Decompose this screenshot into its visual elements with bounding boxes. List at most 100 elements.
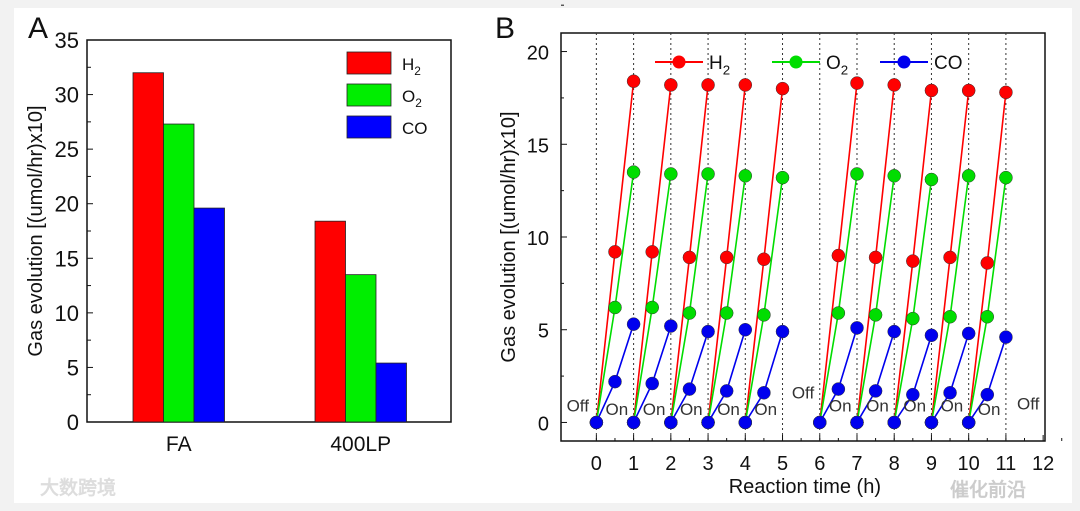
point-CO — [980, 387, 995, 402]
panel-label-b: B — [495, 12, 515, 45]
x-tick-label-b: 7 — [851, 453, 862, 475]
annotation-on: On — [754, 400, 777, 419]
point-O2 — [980, 309, 995, 324]
point-O2 — [608, 300, 622, 315]
annotation-on: On — [978, 400, 1001, 419]
annotation-on: On — [606, 400, 629, 419]
panel-label-a: A — [28, 12, 48, 45]
point-H2 — [980, 256, 995, 270]
legend-marker-O2 — [789, 55, 803, 69]
point-CO — [850, 415, 864, 430]
y-tick-label-a: 0 — [67, 410, 79, 435]
point-CO — [719, 384, 734, 398]
point-O2 — [757, 308, 771, 322]
legend-swatch-CO — [346, 115, 392, 139]
annotation-on: On — [941, 396, 964, 415]
annotation-on: On — [829, 396, 852, 415]
x-tick-label-b: 10 — [958, 453, 980, 475]
annotation-on: On — [717, 400, 740, 419]
x-tick-label-b: 1 — [628, 453, 639, 475]
point-H2 — [757, 252, 771, 267]
point-CO — [850, 321, 864, 335]
point-CO — [664, 415, 678, 430]
point-CO — [943, 386, 957, 400]
x-tick-label-b: 2 — [665, 453, 676, 475]
point-H2 — [626, 74, 641, 88]
point-CO — [961, 326, 976, 341]
y-tick-label-a: 25 — [55, 137, 79, 162]
y-tick-label-a: 35 — [55, 28, 79, 53]
bar-FA-H2 — [132, 72, 164, 423]
point-O2 — [999, 170, 1013, 185]
point-CO — [924, 328, 939, 343]
point-O2 — [645, 300, 659, 315]
x-tick-label-b: 0 — [591, 453, 602, 475]
bar-400LP-CO — [375, 362, 407, 423]
x-tick-label-b: 3 — [702, 453, 713, 475]
x-tick-label-b: 11 — [996, 453, 1017, 475]
y-tick-label-b: 10 — [527, 228, 549, 250]
point-O2 — [906, 311, 920, 326]
point-CO — [589, 415, 604, 430]
point-H2 — [608, 245, 622, 259]
annotation-off: Off — [792, 383, 815, 402]
point-O2 — [682, 306, 697, 320]
point-CO — [626, 415, 641, 430]
point-H2 — [664, 78, 678, 92]
x-tick-label-b: 8 — [889, 453, 900, 475]
legend-label-O2: O2 — [402, 87, 422, 110]
point-CO — [831, 382, 846, 396]
bar-400LP-O2 — [345, 274, 377, 423]
point-O2 — [626, 165, 641, 179]
point-CO — [738, 415, 753, 430]
legend-marker-CO — [897, 55, 911, 69]
y-tick-label-b: 5 — [538, 321, 549, 343]
point-O2 — [850, 167, 864, 181]
point-CO — [961, 415, 976, 430]
point-H2 — [645, 245, 659, 259]
legend-label-b-H2: H2 — [709, 53, 730, 78]
point-CO — [738, 322, 753, 337]
point-H2 — [887, 78, 901, 92]
x-tick-label-b: 5 — [777, 453, 788, 475]
legend-label-b-O2: O2 — [826, 53, 848, 78]
point-H2 — [719, 250, 734, 265]
annotation-on: On — [643, 400, 666, 419]
point-H2 — [961, 83, 976, 98]
y-tick-label-a: 20 — [55, 192, 79, 217]
point-CO — [887, 415, 901, 430]
y-tick-label-b: 0 — [538, 413, 549, 435]
bar-FA-O2 — [163, 123, 195, 423]
point-O2 — [738, 169, 753, 183]
point-O2 — [831, 306, 846, 320]
annotation-on: On — [680, 400, 703, 419]
x-tick-label-a: 400LP — [330, 433, 391, 456]
point-O2 — [701, 167, 715, 181]
point-H2 — [738, 78, 753, 92]
point-CO — [626, 317, 641, 331]
point-O2 — [924, 172, 939, 187]
point-H2 — [943, 250, 957, 265]
line-O2-cycle — [744, 177, 784, 423]
annotation-on: On — [866, 396, 889, 415]
line-O2-cycle — [893, 179, 933, 423]
x-axis-label-b: Reaction time (h) — [729, 476, 881, 498]
point-H2 — [831, 248, 846, 263]
point-O2 — [775, 170, 790, 185]
point-O2 — [943, 309, 957, 324]
point-CO — [999, 330, 1013, 344]
legend-swatch-O2 — [346, 83, 392, 107]
annotation-on: On — [903, 396, 926, 415]
point-CO — [906, 387, 920, 402]
annotation-off: Off — [1017, 394, 1040, 413]
bar-FA-CO — [193, 207, 225, 423]
x-tick-label-a: FA — [166, 433, 192, 456]
point-H2 — [999, 85, 1013, 100]
watermark-right: 催化前沿 — [950, 480, 1027, 501]
y-axis-label-a: Gas evolution [(umol/hr)x10] — [25, 105, 47, 356]
y-tick-label-a: 15 — [55, 246, 79, 271]
point-H2 — [868, 250, 883, 265]
y-tick-label-b: 15 — [527, 135, 549, 157]
bar-400LP-H2 — [314, 220, 346, 423]
